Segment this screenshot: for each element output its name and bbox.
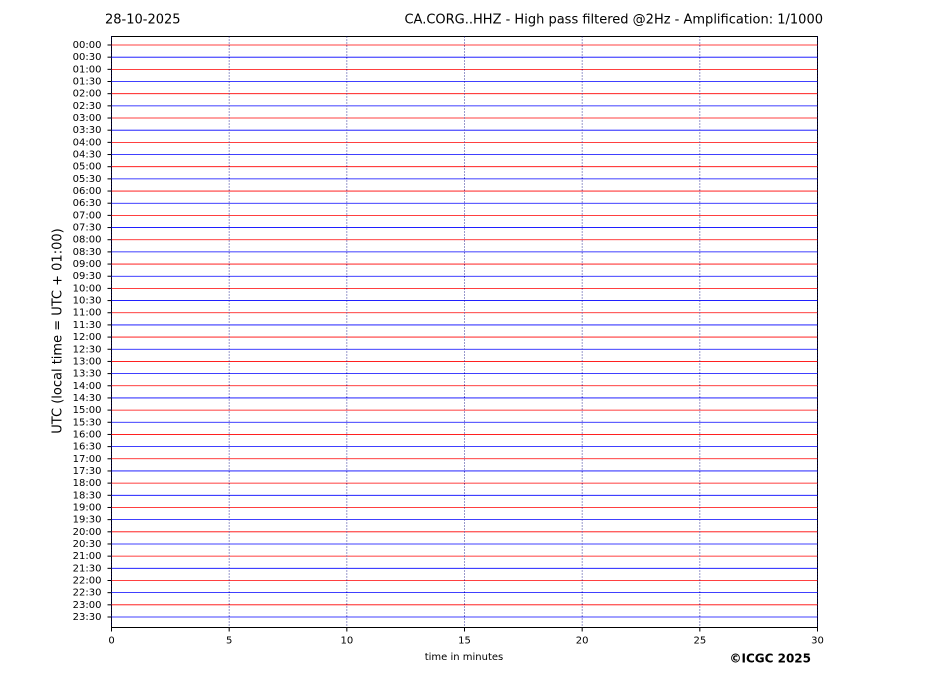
y-tick-label: 17:30 [73,466,102,477]
y-tick-label: 21:30 [73,563,102,574]
y-tick-label: 09:00 [73,259,102,270]
x-tick-label: 25 [693,636,706,647]
y-tick-label: 22:00 [73,575,102,586]
y-tick-label: 07:30 [73,223,102,234]
y-tick-label: 08:00 [73,235,102,246]
y-tick-label: 08:30 [73,247,102,258]
y-tick-label: 03:00 [73,113,102,124]
y-tick-label: 04:30 [73,150,102,161]
y-tick-label: 12:30 [73,344,102,355]
y-tick-label: 12:00 [73,332,102,343]
y-tick-label: 16:00 [73,429,102,440]
y-tick-label: 11:00 [73,308,102,319]
y-tick-label: 03:30 [73,125,102,136]
y-tick-label: 00:30 [73,52,102,63]
y-tick-label: 13:00 [73,356,102,367]
y-tick-label: 11:30 [73,320,102,331]
y-tick-label: 23:30 [73,612,102,623]
y-tick-label: 07:00 [73,210,102,221]
y-tick-label: 22:30 [73,588,102,599]
y-tick-label: 00:00 [73,40,102,51]
x-axis-label: time in minutes [425,652,504,663]
y-tick-label: 19:30 [73,515,102,526]
x-tick-label: 5 [226,636,232,647]
x-tick-label: 15 [458,636,471,647]
x-tick-label: 0 [108,636,114,647]
y-tick-label: 14:00 [73,381,102,392]
x-tick-label: 20 [576,636,589,647]
x-tick-label: 30 [811,636,824,647]
y-tick-label: 02:00 [73,89,102,100]
y-tick-label: 13:30 [73,369,102,380]
y-tick-label: 15:00 [73,405,102,416]
y-tick-label: 14:30 [73,393,102,404]
y-tick-label: 17:00 [73,454,102,465]
y-tick-label: 10:00 [73,283,102,294]
y-tick-label: 20:00 [73,527,102,538]
y-tick-label: 06:00 [73,186,102,197]
y-tick-label: 05:30 [73,174,102,185]
y-tick-label: 16:30 [73,442,102,453]
plot-frame [111,36,818,628]
y-tick-label: 23:00 [73,600,102,611]
y-tick-label: 20:30 [73,539,102,550]
y-tick-label: 21:00 [73,551,102,562]
x-tick-label: 10 [340,636,353,647]
y-tick-label: 01:30 [73,77,102,88]
copyright: ©ICGC 2025 [729,652,811,666]
y-tick-label: 04:00 [73,137,102,148]
y-axis-label: UTC (local time = UTC + 01:00) [51,228,66,433]
y-tick-label: 10:30 [73,296,102,307]
y-tick-label: 01:00 [73,64,102,75]
y-tick-label: 18:30 [73,490,102,501]
y-tick-label: 09:30 [73,271,102,282]
y-tick-label: 18:00 [73,478,102,489]
y-tick-label: 02:30 [73,101,102,112]
date: 28-10-2025 [105,13,181,28]
chart-title: CA.CORG..HHZ - High pass filtered @2Hz -… [404,13,823,28]
y-tick-label: 06:30 [73,198,102,209]
y-tick-label: 15:30 [73,417,102,428]
y-tick-label: 05:00 [73,162,102,173]
y-tick-label: 19:00 [73,502,102,513]
